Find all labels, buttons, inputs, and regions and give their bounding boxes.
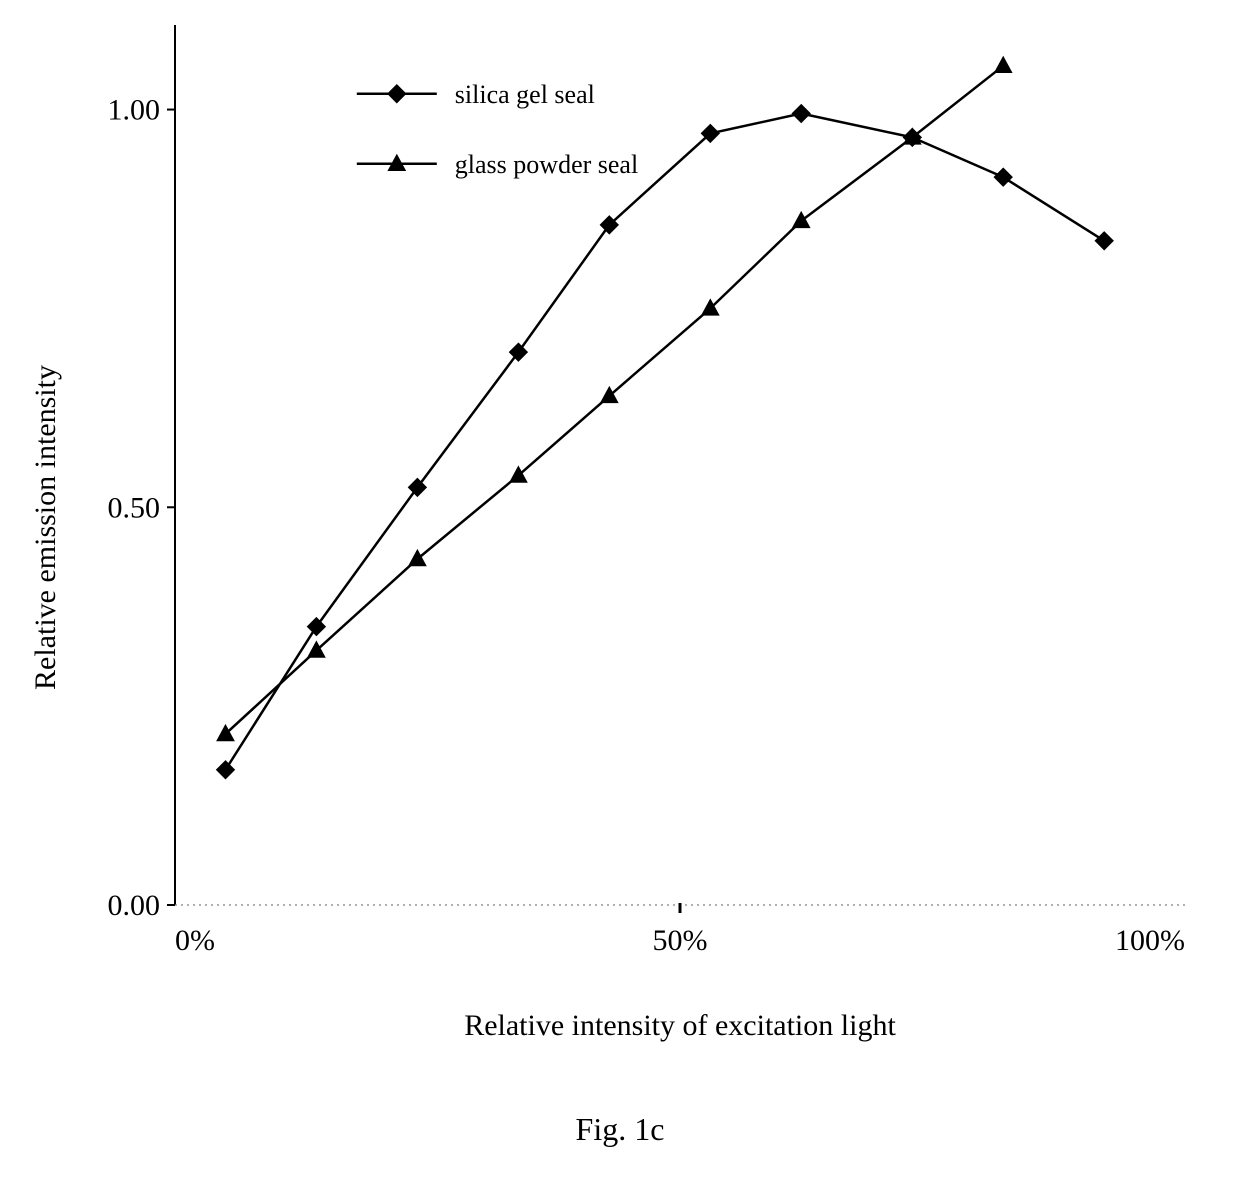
y-tick-label: 1.00 (108, 94, 161, 127)
legend-label-silica-gel-seal: silica gel seal (455, 80, 595, 109)
x-tick-label: 100% (1115, 924, 1185, 957)
emission-intensity-chart: 0.00 0.50 1.00 0% 50% 100% Relative emission i… (0, 0, 1240, 1187)
figure-caption: Fig. 1c (576, 1111, 665, 1147)
y-tick-label: 0.00 (108, 889, 161, 922)
y-tick-label: 0.50 (108, 491, 161, 524)
x-tick-label: 0% (175, 924, 215, 957)
legend-label-glass-powder-seal: glass powder seal (455, 150, 638, 179)
y-axis-label: Relative emission intensity (29, 365, 62, 690)
x-tick-label: 50% (653, 924, 708, 957)
x-axis-label: Relative intensity of excitation light (464, 1009, 896, 1042)
chart-container: 0.00 0.50 1.00 0% 50% 100% Relative emission i… (0, 0, 1240, 1187)
